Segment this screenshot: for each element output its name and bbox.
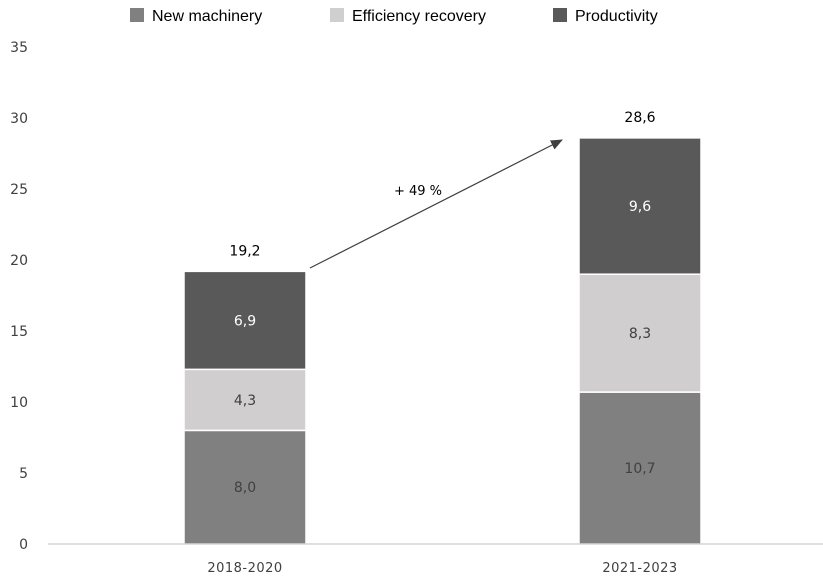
legend-label: New machinery	[152, 8, 262, 25]
growth-arrow	[310, 140, 562, 268]
x-tick-label: 2018-2020	[207, 561, 282, 576]
data-label: 8,0	[234, 480, 256, 496]
x-tick-label: 2021-2023	[602, 561, 677, 576]
y-tick-label: 5	[19, 466, 28, 482]
y-tick-label: 15	[10, 324, 28, 340]
x-axis: 2018-2020 2021-2023	[48, 544, 823, 576]
legend-label: Efficiency recovery	[352, 8, 486, 25]
legend-item: New machinery	[130, 8, 262, 25]
y-tick-label: 35	[10, 40, 28, 56]
y-tick-label: 10	[10, 395, 28, 411]
data-label: 9,6	[629, 199, 651, 215]
legend-swatch	[330, 8, 344, 22]
y-tick-label: 25	[10, 182, 28, 198]
legend-item: Efficiency recovery	[330, 8, 486, 25]
legend: New machinery Efficiency recovery Producti…	[130, 8, 658, 25]
growth-label: + 49 %	[394, 184, 442, 199]
y-tick-label: 30	[10, 111, 28, 127]
data-label: 4,3	[234, 393, 256, 409]
data-label: 6,9	[234, 313, 256, 329]
y-tick-label: 20	[10, 253, 28, 269]
legend-swatch	[553, 8, 567, 22]
total-label: 19,2	[229, 243, 260, 259]
data-label: 8,3	[629, 326, 651, 342]
legend-swatch	[130, 8, 144, 22]
legend-label: Productivity	[575, 8, 658, 25]
legend-item: Productivity	[553, 8, 658, 25]
growth-annotation: + 49 %	[310, 140, 562, 268]
y-axis: 0 5 10 15 20 25 30 35	[10, 40, 28, 553]
total-label: 28,6	[624, 110, 655, 126]
bars: 8,0 4,3 6,9 19,2 10,7 8,3 9,6 28,6	[184, 110, 701, 544]
data-label: 10,7	[624, 461, 655, 477]
bar-stack: 8,0 4,3 6,9 19,2	[184, 243, 306, 544]
y-tick-label: 0	[19, 537, 28, 553]
bar-stack: 10,7 8,3 9,6 28,6	[579, 110, 701, 544]
